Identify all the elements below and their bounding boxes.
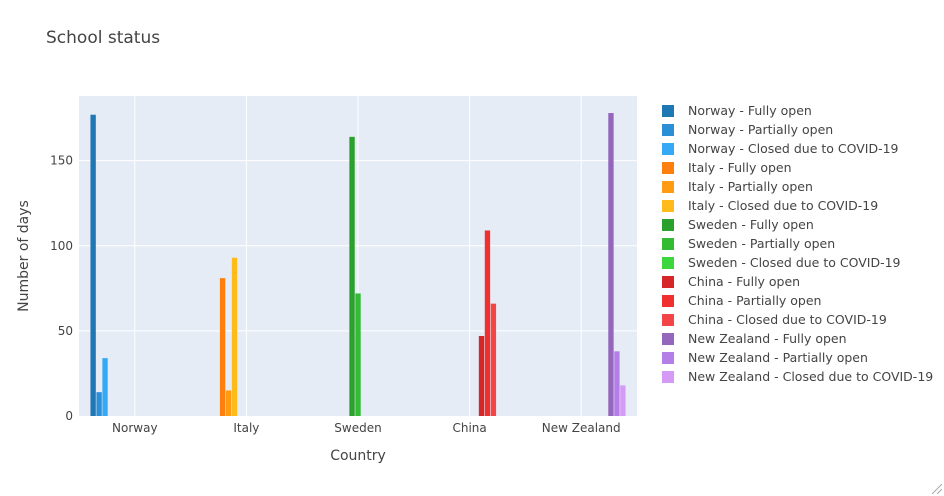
bar[interactable] <box>490 303 497 416</box>
y-tick-label: 50 <box>58 324 73 338</box>
legend-label: New Zealand - Fully open <box>688 331 847 346</box>
legend-label: China - Closed due to COVID-19 <box>688 312 887 327</box>
y-axis-title: Number of days <box>16 200 32 312</box>
bar[interactable] <box>608 113 614 417</box>
legend-item[interactable]: New Zealand - Partially open <box>662 348 933 367</box>
legend-item[interactable]: Norway - Partially open <box>662 120 933 139</box>
legend-swatch <box>662 237 674 250</box>
legend-swatch <box>662 313 674 326</box>
legend: Norway - Fully open Norway - Partially op… <box>662 101 933 386</box>
bar[interactable] <box>614 351 620 416</box>
x-tick-label: New Zealand <box>542 421 621 435</box>
legend-item[interactable]: China - Fully open <box>662 272 933 291</box>
bar[interactable] <box>102 358 108 416</box>
legend-label: New Zealand - Partially open <box>688 350 868 365</box>
legend-label: Italy - Closed due to COVID-19 <box>688 198 879 213</box>
legend-item[interactable]: Sweden - Partially open <box>662 234 933 253</box>
bar[interactable] <box>478 336 485 416</box>
bar[interactable] <box>349 136 355 416</box>
bar[interactable] <box>484 230 491 416</box>
legend-swatch <box>662 370 674 383</box>
x-tick-label: Italy <box>233 421 259 435</box>
legend-swatch <box>662 332 674 345</box>
chart-title: School status <box>46 28 161 48</box>
legend-label: Norway - Fully open <box>688 103 812 118</box>
legend-label: Italy - Fully open <box>688 160 792 175</box>
legend-swatch <box>662 256 674 269</box>
legend-item[interactable]: Italy - Partially open <box>662 177 933 196</box>
bar[interactable] <box>225 390 232 416</box>
legend-swatch <box>662 104 674 117</box>
legend-item[interactable]: Sweden - Closed due to COVID-19 <box>662 253 933 272</box>
legend-label: Italy - Partially open <box>688 179 813 194</box>
legend-label: Sweden - Closed due to COVID-19 <box>688 255 901 270</box>
legend-label: China - Fully open <box>688 274 801 289</box>
legend-label: Norway - Partially open <box>688 122 834 137</box>
legend-label: Sweden - Fully open <box>688 217 814 232</box>
bar[interactable] <box>96 392 102 416</box>
y-tick-label: 150 <box>50 154 73 168</box>
bar[interactable] <box>620 385 626 416</box>
legend-item[interactable]: New Zealand - Closed due to COVID-19 <box>662 367 933 386</box>
y-tick-label: 0 <box>65 409 73 423</box>
legend-label: Sweden - Partially open <box>688 236 836 251</box>
y-tick-label: 100 <box>50 239 73 253</box>
legend-item[interactable]: Italy - Closed due to COVID-19 <box>662 196 933 215</box>
x-tick-label: Norway <box>112 421 158 435</box>
legend-swatch <box>662 199 674 212</box>
legend-swatch <box>662 218 674 231</box>
legend-item[interactable]: China - Closed due to COVID-19 <box>662 310 933 329</box>
bar[interactable] <box>355 293 361 416</box>
legend-swatch <box>662 161 674 174</box>
bar[interactable] <box>90 114 96 417</box>
legend-item[interactable]: Norway - Closed due to COVID-19 <box>662 139 933 158</box>
legend-item[interactable]: New Zealand - Fully open <box>662 329 933 348</box>
x-axis-title: Country <box>330 448 386 464</box>
legend-swatch <box>662 351 674 364</box>
bar[interactable] <box>231 257 238 416</box>
resize-handle-icon[interactable] <box>932 484 942 494</box>
legend-label: Norway - Closed due to COVID-19 <box>688 141 899 156</box>
x-tick-label: Sweden <box>334 421 381 435</box>
legend-item[interactable]: Norway - Fully open <box>662 101 933 120</box>
legend-item[interactable]: Sweden - Fully open <box>662 215 933 234</box>
legend-swatch <box>662 123 674 136</box>
legend-swatch <box>662 142 674 155</box>
bar[interactable] <box>219 278 226 416</box>
legend-swatch <box>662 180 674 193</box>
legend-swatch <box>662 275 674 288</box>
x-tick-label: China <box>452 421 486 435</box>
legend-swatch <box>662 294 674 307</box>
legend-label: China - Partially open <box>688 293 822 308</box>
legend-label: New Zealand - Closed due to COVID-19 <box>688 369 934 384</box>
legend-item[interactable]: China - Partially open <box>662 291 933 310</box>
legend-item[interactable]: Italy - Fully open <box>662 158 933 177</box>
